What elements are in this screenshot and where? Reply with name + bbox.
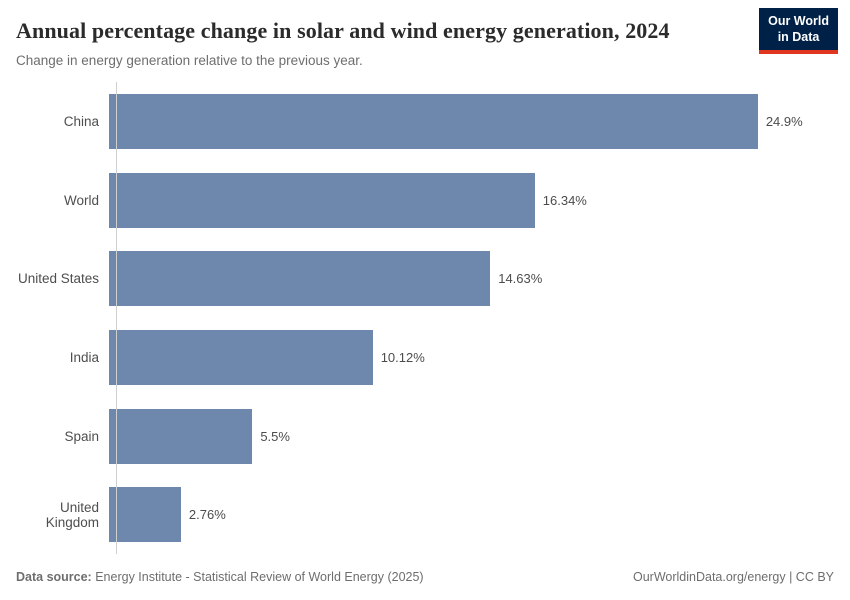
bar-value-label: 24.9%: [765, 113, 803, 129]
y-axis-line: [116, 82, 117, 554]
bar-row: United Kingdom 2.76%: [16, 475, 822, 554]
category-label: United States: [17, 271, 99, 287]
owid-link[interactable]: OurWorldinData.org/energy | CC BY: [632, 570, 834, 584]
bar-chart: China 24.9% World 16.34% United States 1…: [16, 82, 822, 554]
bar-value-label: 14.63%: [498, 271, 543, 287]
bar-track: 10.12%: [108, 318, 822, 397]
data-source: Data source: Energy Institute - Statisti…: [16, 570, 424, 584]
category-label: World: [63, 192, 99, 208]
bar-row: Spain 5.5%: [16, 397, 822, 476]
chart-subtitle: Change in energy generation relative to …: [16, 53, 363, 68]
owid-logo-line1: Our World: [768, 14, 829, 28]
bar-track: 24.9%: [108, 82, 822, 161]
chart-header: Annual percentage change in solar and wi…: [0, 0, 850, 68]
bar-row: India 10.12%: [16, 318, 822, 397]
bar-rows: China 24.9% World 16.34% United States 1…: [16, 82, 822, 554]
bar-track: 16.34%: [108, 161, 822, 240]
bar-row: China 24.9%: [16, 82, 822, 161]
bar[interactable]: [109, 329, 373, 385]
bar[interactable]: [109, 408, 253, 464]
bar-row: United States 14.63%: [16, 239, 822, 318]
bar[interactable]: [109, 172, 535, 228]
category-label: China: [63, 113, 99, 129]
bar-value-label: 5.5%: [260, 428, 290, 444]
category-label: Spain: [64, 428, 99, 444]
bar-value-label: 2.76%: [188, 507, 226, 523]
bar-track: 2.76%: [108, 475, 822, 554]
category-label: United Kingdom: [45, 499, 99, 530]
bar-track: 5.5%: [108, 397, 822, 476]
owid-logo-line2: in Data: [777, 30, 820, 45]
chart-title: Annual percentage change in solar and wi…: [16, 18, 670, 43]
bar-value-label: 10.12%: [380, 349, 425, 365]
owid-logo[interactable]: Our World in Data: [759, 8, 838, 54]
bar-track: 14.63%: [108, 239, 822, 318]
chart-footer: Data source: Energy Institute - Statisti…: [0, 560, 850, 600]
category-label: India: [69, 349, 99, 365]
bar-value-label: 16.34%: [542, 192, 587, 208]
data-source-text: Energy Institute - Statistical Review of…: [91, 570, 424, 584]
data-source-label: Data source:: [16, 570, 92, 584]
bar-row: World 16.34%: [16, 161, 822, 240]
bar[interactable]: [109, 93, 758, 149]
bar[interactable]: [109, 251, 491, 307]
bar[interactable]: [109, 487, 181, 543]
